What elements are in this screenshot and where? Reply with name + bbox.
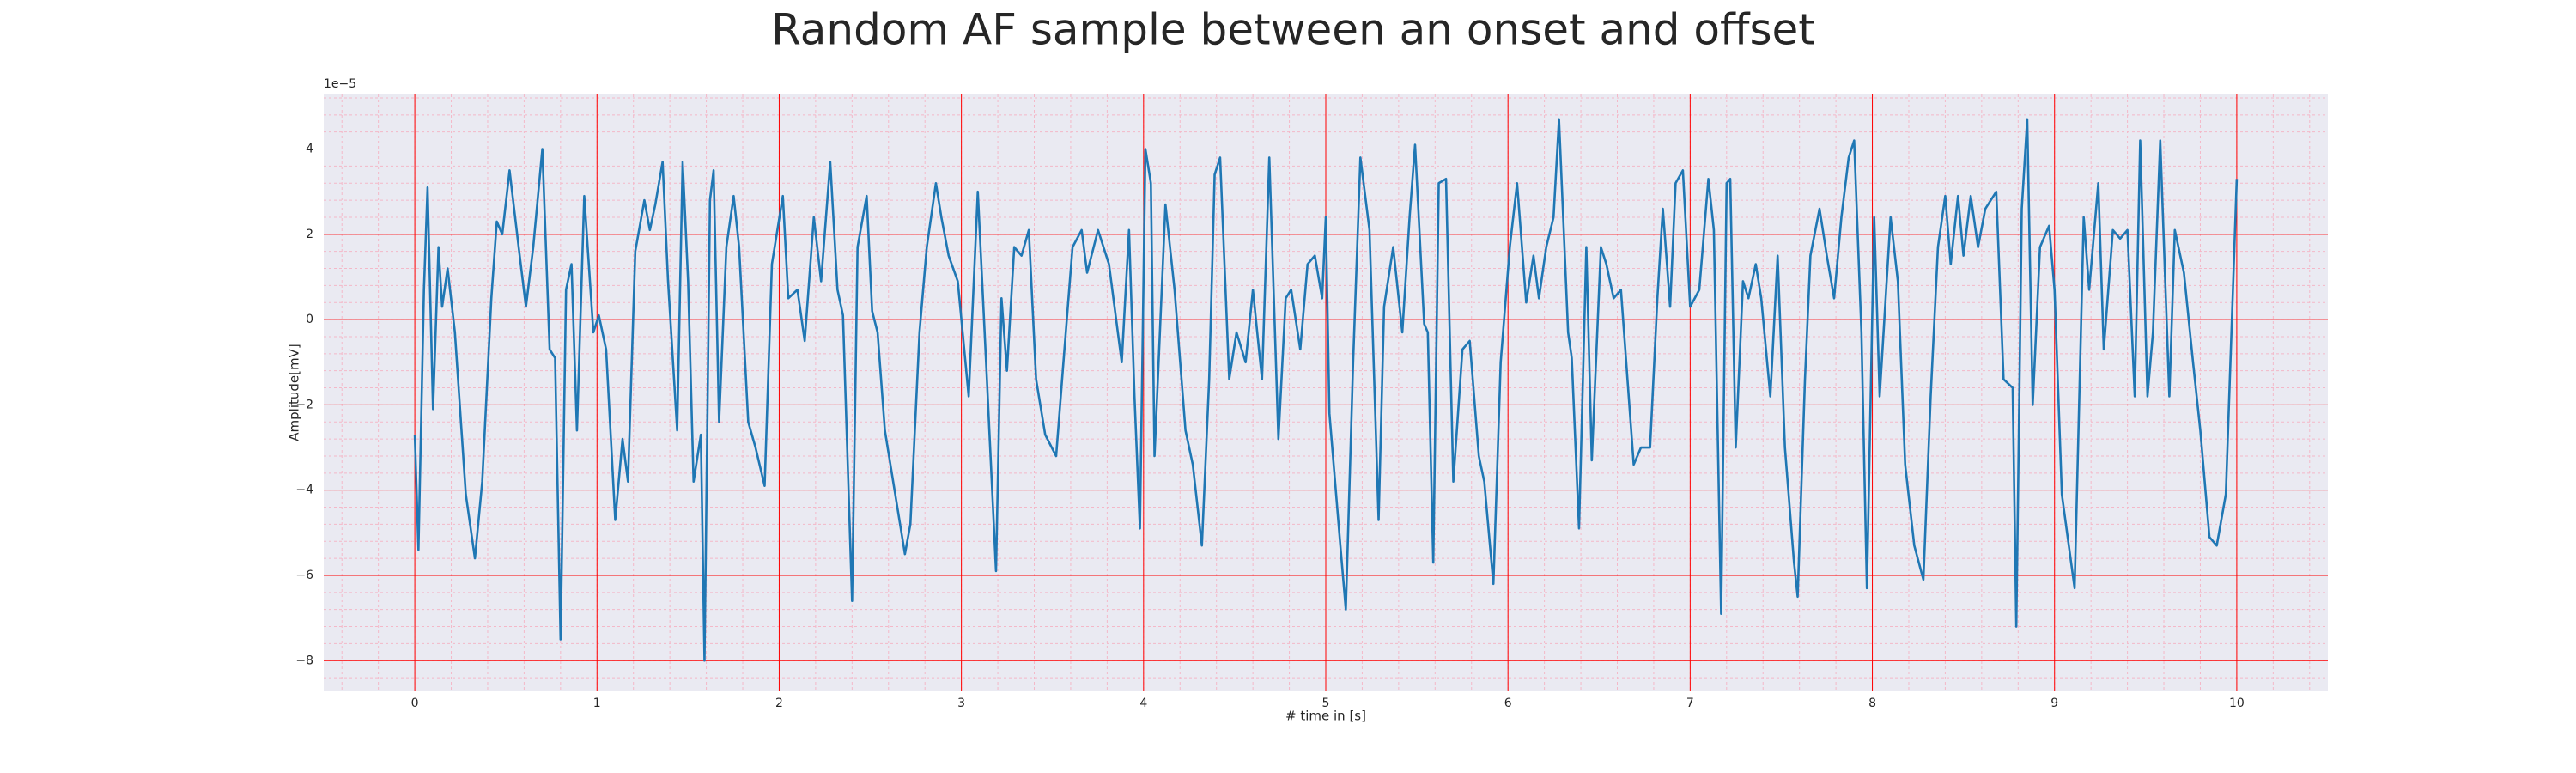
x-tick-label: 7 — [1686, 697, 1694, 710]
y-tick-label: 2 — [306, 228, 313, 241]
x-tick-label: 9 — [2050, 697, 2058, 710]
signal-line — [413, 118, 2239, 662]
x-tick-label: 3 — [957, 697, 965, 710]
y-tick-label: −4 — [295, 484, 313, 497]
y-tick-label: −8 — [295, 654, 313, 667]
chart-title: Random AF sample between an onset and of… — [771, 5, 1815, 55]
x-tick-label: 1 — [593, 697, 601, 710]
y-offset-label: 1e−5 — [324, 77, 356, 91]
x-axis-label: # time in [s] — [1285, 709, 1366, 724]
x-tick-label: 8 — [1868, 697, 1876, 710]
y-tick-label: 0 — [306, 313, 313, 326]
y-tick-label: 4 — [306, 143, 313, 156]
data — [413, 118, 2239, 662]
x-tick-label: 10 — [2229, 697, 2245, 710]
y-tick-label: −6 — [295, 569, 313, 582]
x-tick-label: 4 — [1139, 697, 1147, 710]
x-tick-label: 0 — [411, 697, 419, 710]
labels: 0 1 2 3 4 5 6 7 8 9 10 −8 −6 −4 −2 0 2 4 — [295, 143, 2244, 710]
y-tick-label: −2 — [295, 398, 313, 411]
x-tick-label: 2 — [775, 697, 783, 710]
x-tick-label: 6 — [1504, 697, 1512, 710]
x-tick-label: 5 — [1322, 697, 1330, 710]
y-axis-label: Amplitude[mV] — [287, 344, 302, 441]
grid — [324, 94, 2328, 691]
